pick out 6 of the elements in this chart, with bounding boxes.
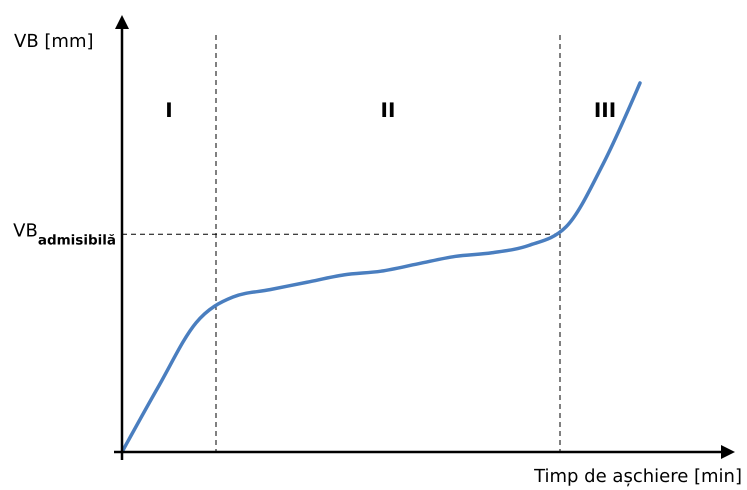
x-axis-title: Timp de așchiere [min] [533, 466, 742, 487]
y-axis-title: VB [mm] [14, 31, 94, 52]
annotation: I [165, 98, 173, 122]
annotation: II [380, 98, 396, 122]
annotation: III [594, 98, 616, 122]
ref-line-label: VB$_{admisibilă}$ [13, 220, 116, 248]
